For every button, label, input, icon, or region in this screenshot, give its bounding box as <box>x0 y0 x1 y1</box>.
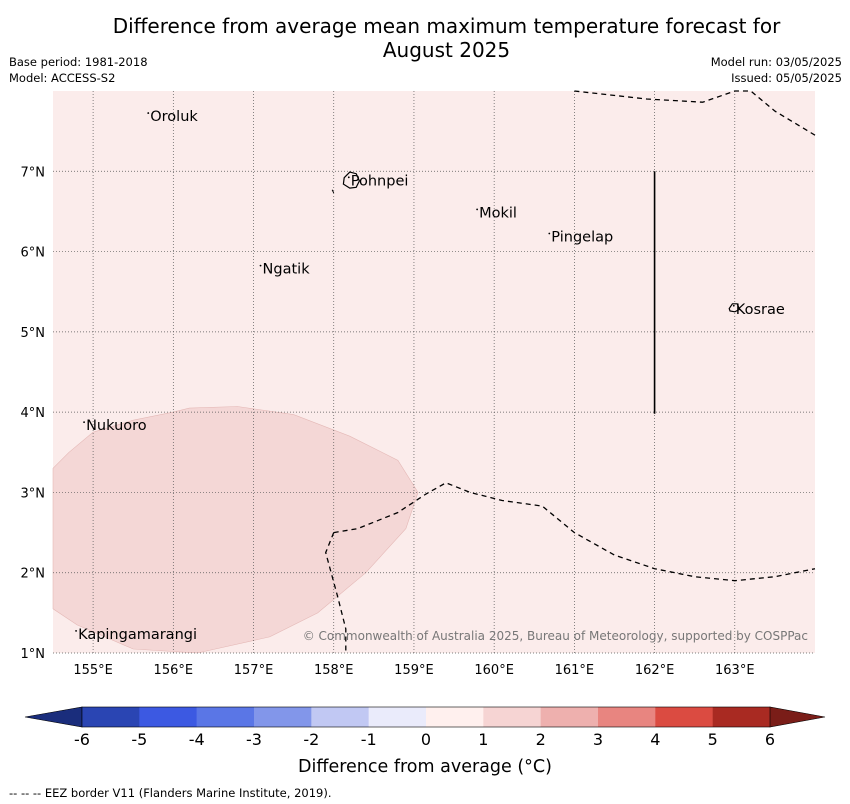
title-line-2: August 2025 <box>382 38 511 62</box>
map-title: Difference from average mean maximum tem… <box>0 14 850 62</box>
colorbar-bin <box>426 707 484 727</box>
colorbar-bin <box>196 707 255 727</box>
colorbar-tick-label: -5 <box>131 730 147 749</box>
place-dot <box>75 630 77 632</box>
lon-tick-label: 158°E <box>314 663 354 678</box>
base-period: Base period: 1981-2018 <box>9 55 148 69</box>
lon-tick-label: 163°E <box>715 663 755 678</box>
lat-tick-label: 6°N <box>21 246 46 261</box>
lon-tick-label: 161°E <box>555 663 595 678</box>
place-dot <box>548 232 551 235</box>
colorbar-tick-label: -1 <box>361 730 377 749</box>
colorbar-bin <box>311 707 369 727</box>
issued-date: Issued: 05/05/2025 <box>731 71 842 85</box>
colorbar-bin <box>483 707 541 727</box>
lon-tick-label: 157°E <box>234 663 274 678</box>
colorbar-tick-label: -4 <box>189 730 205 749</box>
anomaly-patch-1-to-2 <box>52 406 419 654</box>
colorbar-bin <box>655 707 713 727</box>
place-label: Mokil <box>479 205 517 221</box>
colorbar-bin <box>139 707 197 727</box>
lon-tick-label: 156°E <box>154 663 194 678</box>
lat-tick-label: 7°N <box>21 165 46 180</box>
lat-tick-label: 5°N <box>21 326 46 341</box>
colorbar-tick-label: 3 <box>593 730 603 749</box>
colorbar-tick-label: 1 <box>478 730 488 749</box>
eez-border-top <box>574 90 816 136</box>
place-label: Oroluk <box>150 109 198 125</box>
lat-tick-label: 1°N <box>21 647 46 662</box>
lon-tick-label: 160°E <box>474 663 514 678</box>
place-dot <box>347 176 350 179</box>
place-label: Kapingamarangi <box>78 627 197 643</box>
colorbar-bin <box>368 707 427 727</box>
colorbar-tick-label: 0 <box>421 730 431 749</box>
colorbar-label: Difference from average (°C) <box>298 757 552 777</box>
colorbar-tick-label: 2 <box>536 730 546 749</box>
lon-tick-label: 162°E <box>635 663 675 678</box>
copyright-notice: © Commonwealth of Australia 2025, Bureau… <box>303 629 808 643</box>
lat-tick-label: 2°N <box>21 567 46 582</box>
islet-mark <box>331 189 335 194</box>
colorbar: -6 -5 -4 -3 -2 -1 0 1 2 3 4 5 6 <box>24 706 826 749</box>
graticule <box>53 91 815 654</box>
title-line-1: Difference from average mean maximum tem… <box>112 14 781 38</box>
model-run: Model run: 03/05/2025 <box>710 55 842 69</box>
colorbar-bin <box>82 707 140 727</box>
place-label: Kosrae <box>736 302 785 318</box>
colorbar-low-extend <box>24 706 83 728</box>
lat-tick-label: 4°N <box>21 406 46 421</box>
colorbar-frame <box>81 706 771 728</box>
colorbar-tick-label: 5 <box>708 730 718 749</box>
place-label: Pohnpei <box>351 173 409 189</box>
place-markers: Oroluk Pohnpei Mokil Pingelap Ngatik Kosrae Nu… <box>75 109 785 643</box>
kosrae-island-outline <box>728 303 741 313</box>
lat-tick-label: 3°N <box>21 486 46 501</box>
colorbar-tick-label: -3 <box>246 730 262 749</box>
lon-tick-label: 159°E <box>394 663 434 678</box>
colorbar-bin <box>540 707 599 727</box>
place-dot <box>259 264 262 267</box>
colorbar-tick-label: 4 <box>650 730 660 749</box>
eez-border-southwest <box>325 532 347 653</box>
pohnpei-island-outline <box>342 171 361 189</box>
place-label: Pingelap <box>551 230 613 246</box>
place-dot <box>732 304 735 307</box>
place-dot <box>83 421 85 424</box>
colorbar-bin <box>254 707 312 727</box>
lon-tick-label: 155°E <box>73 663 113 678</box>
eez-legend-note: -- -- -- EEZ border V11 (Flanders Marine… <box>9 786 332 800</box>
place-label: Ngatik <box>263 262 311 278</box>
place-dot <box>147 112 150 114</box>
colorbar-bin <box>712 707 771 727</box>
colorbar-tick-label: -2 <box>303 730 319 749</box>
model-name: Model: ACCESS-S2 <box>9 71 116 85</box>
place-dot <box>476 208 479 211</box>
place-label: Nukuoro <box>86 418 147 434</box>
axis-tick-labels: 155°E 156°E 157°E 158°E 159°E 160°E 161°E 162°E… <box>21 165 809 678</box>
colorbar-bin <box>598 707 656 727</box>
colorbar-tick-label: 6 <box>765 730 775 749</box>
colorbar-tick-label: -6 <box>74 730 90 749</box>
colorbar-high-extend <box>769 706 826 728</box>
